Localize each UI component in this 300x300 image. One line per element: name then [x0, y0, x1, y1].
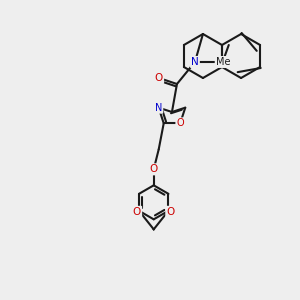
Text: O: O	[176, 118, 184, 128]
Text: N: N	[155, 103, 162, 113]
Text: N: N	[191, 57, 199, 67]
Text: O: O	[166, 207, 175, 217]
Text: O: O	[133, 207, 141, 217]
Text: O: O	[155, 73, 163, 83]
Text: O: O	[150, 164, 158, 174]
Text: Me: Me	[216, 57, 230, 67]
